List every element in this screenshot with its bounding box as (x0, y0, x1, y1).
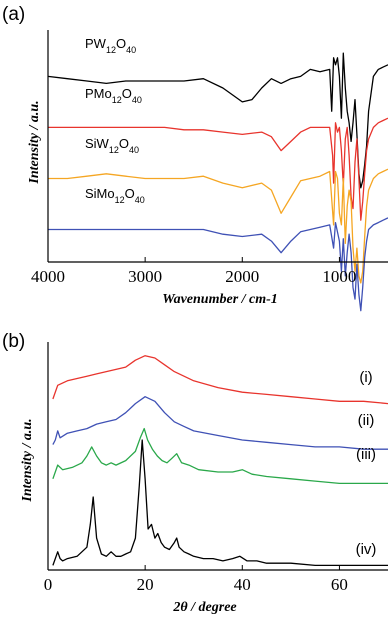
panel-b-y-axis-title: Intensity / a.u. (20, 418, 35, 502)
panel-a-series-labels: PW12O40 PMo12O40 SiW12O40 SiMo12O40 (85, 36, 145, 205)
series-label-pmo12o40-o: O (122, 86, 132, 101)
series-label-pw12o40-main: PW (85, 36, 107, 51)
series-label-siw12o40-sub2: 40 (129, 145, 139, 155)
series-label-pmo12o40-sub2: 40 (132, 95, 142, 105)
series-label-pmo12o40-main: PMo (85, 86, 112, 101)
panel-b-axes: 0 20 40 60 (44, 342, 388, 594)
series-label-siw12o40-main: SiW (85, 136, 110, 151)
series-label-pw12o40-sub2: 40 (126, 45, 136, 55)
panel-b-x-tick-label: 60 (331, 575, 348, 594)
series-label-siw12o40: SiW12O40 (85, 136, 139, 155)
series-label-simo12o40-sub2: 40 (135, 195, 145, 205)
panel-a-x-tick-label: 4000 (31, 267, 65, 286)
series-label-pw12o40-sub1: 12 (106, 45, 116, 55)
panel-a-x-axis-title: Wavenumber / cm-1 (162, 292, 278, 307)
panel-b-series-line-4 (52, 439, 388, 567)
series-label-pmo12o40-sub1: 12 (112, 95, 122, 105)
series-label-i: (i) (359, 369, 372, 386)
panel-a-label: (a) (2, 4, 25, 25)
panel-b-series-line-2 (52, 396, 388, 450)
series-label-simo12o40-o: O (125, 186, 135, 201)
series-label-pmo12o40: PMo12O40 (85, 86, 142, 105)
panel-b-x-tick-label: 20 (137, 575, 154, 594)
panel-a-series-line-2 (48, 117, 388, 221)
panel-a-x-tick-label: 2000 (225, 267, 259, 286)
series-label-ii: (ii) (358, 412, 375, 429)
panel-a-axes: 4000 3000 2000 1000 (31, 30, 388, 286)
panel-a-x-tick-label: 1000 (322, 267, 356, 286)
panel-a-y-axis-title: Intensity / a.u. (27, 100, 42, 184)
panel-a-series-line-1 (47, 52, 388, 189)
panel-b-series-labels: (i) (ii) (iii) (iv) (356, 369, 377, 558)
panel-b: (b) (i) (ii) (iii) (iv) 0 20 40 60 Intensit… (2, 331, 388, 615)
panel-b-x-tick-label: 0 (44, 575, 53, 594)
series-label-simo12o40: SiMo12O40 (85, 186, 145, 205)
panel-a-x-tick-label: 3000 (128, 267, 162, 286)
series-label-pw12o40-o: O (116, 36, 126, 51)
series-label-simo12o40-sub1: 12 (115, 195, 125, 205)
series-label-siw12o40-sub1: 12 (109, 145, 119, 155)
panel-b-x-axis-title: 2θ / degree (172, 600, 236, 615)
series-label-iv: (iv) (356, 541, 377, 558)
panel-b-label: (b) (2, 331, 25, 352)
panel-a-series-line-3 (48, 168, 388, 284)
series-label-siw12o40-o: O (119, 136, 129, 151)
panel-b-series-layer (52, 355, 388, 567)
panel-b-x-tick-label: 40 (234, 575, 251, 594)
panel-a: (a) PW12O40 PMo12O40 SiW12O40 SiMo12O40 … (2, 4, 388, 312)
panel-b-series-line-3 (52, 427, 388, 485)
series-label-iii: (iii) (356, 446, 376, 463)
panel-a-series-line-4 (48, 217, 388, 312)
series-label-pw12o40: PW12O40 (85, 36, 136, 55)
panel-a-series-layer (47, 52, 388, 312)
panel-b-series-line-1 (52, 355, 388, 405)
series-label-simo12o40-main: SiMo (85, 186, 115, 201)
